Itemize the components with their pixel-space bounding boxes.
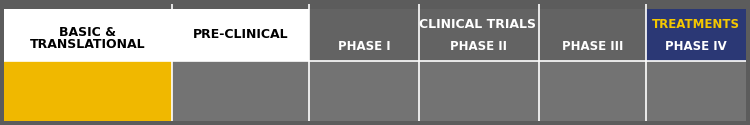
Text: PHASE II: PHASE II <box>450 40 507 53</box>
Bar <box>419 9 538 61</box>
Text: CLINICAL TRIALS: CLINICAL TRIALS <box>419 18 536 31</box>
Text: BASIC &: BASIC & <box>59 26 116 40</box>
Text: PHASE I: PHASE I <box>338 40 390 53</box>
Text: PHASE IV: PHASE IV <box>665 40 727 53</box>
Bar <box>4 61 172 121</box>
Bar <box>309 61 419 121</box>
Bar <box>419 61 538 121</box>
Bar <box>646 61 746 121</box>
Bar <box>538 9 646 61</box>
Text: PRE-CLINICAL: PRE-CLINICAL <box>193 28 288 42</box>
Text: PHASE III: PHASE III <box>562 40 623 53</box>
Text: TRANSLATIONAL: TRANSLATIONAL <box>30 38 146 51</box>
Bar <box>309 9 419 61</box>
Bar <box>646 9 746 61</box>
Bar <box>538 61 646 121</box>
Bar <box>4 9 172 61</box>
Bar <box>172 9 309 61</box>
Text: TREATMENTS: TREATMENTS <box>652 18 740 31</box>
Bar <box>172 61 309 121</box>
